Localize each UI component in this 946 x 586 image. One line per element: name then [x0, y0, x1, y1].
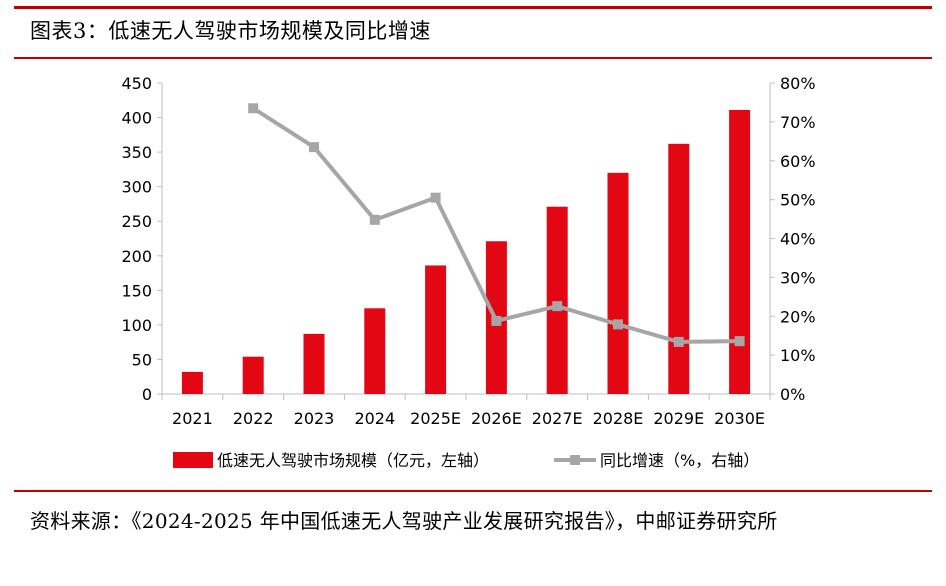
combo-chart: 0 50 100 150 200 250 300 350 400 450 0% 10% 20% 30% 40…: [121, 74, 816, 470]
growth-point: [491, 315, 502, 326]
source-note: 资料来源：《2024-2025 年中国低速无人驾驶产业发展研究报告》，中邮证券研…: [30, 509, 778, 533]
y2-tick-label: 50%: [780, 191, 816, 210]
growth-point: [430, 192, 441, 203]
x-tick-label: 2028E: [593, 409, 644, 428]
y2-tick-label: 30%: [780, 268, 816, 287]
bar: [729, 109, 751, 394]
growth-point: [673, 336, 684, 347]
legend-line-marker: [570, 455, 580, 465]
bar: [607, 172, 629, 394]
x-tick-label: 2025E: [410, 409, 461, 428]
y-tick-label: 100: [121, 316, 152, 335]
y-tick-label: 400: [121, 109, 152, 128]
y-tick-label: 50: [132, 350, 152, 369]
y-tick-label: 350: [121, 143, 152, 162]
y2-tick-label: 20%: [780, 307, 816, 326]
growth-point: [552, 301, 563, 312]
bar: [668, 143, 690, 394]
bar: [181, 371, 203, 394]
x-tick-label: 2027E: [532, 409, 583, 428]
y-tick-label: 450: [121, 74, 152, 93]
bar: [425, 265, 447, 394]
growth-point: [369, 214, 380, 225]
bar: [364, 308, 386, 394]
x-tick-label: 2024: [354, 409, 395, 428]
bar: [546, 206, 568, 394]
x-tick-label: 2021: [172, 409, 213, 428]
x-tick-label: 2023: [294, 409, 335, 428]
x-tick-label: 2029E: [653, 409, 704, 428]
bottom-rule: [14, 490, 932, 492]
legend-line-label: 同比增速（%，右轴）: [600, 451, 759, 470]
y-tick-label: 300: [121, 178, 152, 197]
bar: [303, 333, 325, 394]
legend-bar-swatch: [173, 452, 213, 468]
y-tick-label: 150: [121, 281, 152, 300]
bar: [242, 356, 264, 394]
growth-point: [613, 319, 623, 330]
y2-tick-label: 40%: [780, 230, 816, 249]
legend-bar-label: 低速无人驾驶市场规模（亿元，左轴）: [217, 451, 489, 470]
growth-point: [309, 142, 319, 153]
y2-tick-label: 10%: [780, 346, 816, 365]
y-tick-label: 250: [121, 212, 152, 231]
y2-tick-label: 0%: [780, 385, 805, 404]
y-tick-label: 200: [121, 247, 152, 266]
y2-tick-label: 60%: [780, 152, 816, 171]
y2-tick-label: 80%: [780, 74, 816, 93]
x-tick-label: 2026E: [471, 409, 522, 428]
y-tick-label: 0: [142, 385, 152, 404]
x-tick-label: 2030E: [714, 409, 765, 428]
y2-tick-label: 70%: [780, 113, 816, 132]
x-tick-label: 2022: [233, 409, 274, 428]
growth-point: [248, 103, 259, 114]
growth-point: [734, 336, 745, 347]
top-rule: [14, 6, 932, 9]
title-rule: [14, 57, 932, 59]
chart-title: 图表3：低速无人驾驶市场规模及同比增速: [30, 19, 431, 43]
